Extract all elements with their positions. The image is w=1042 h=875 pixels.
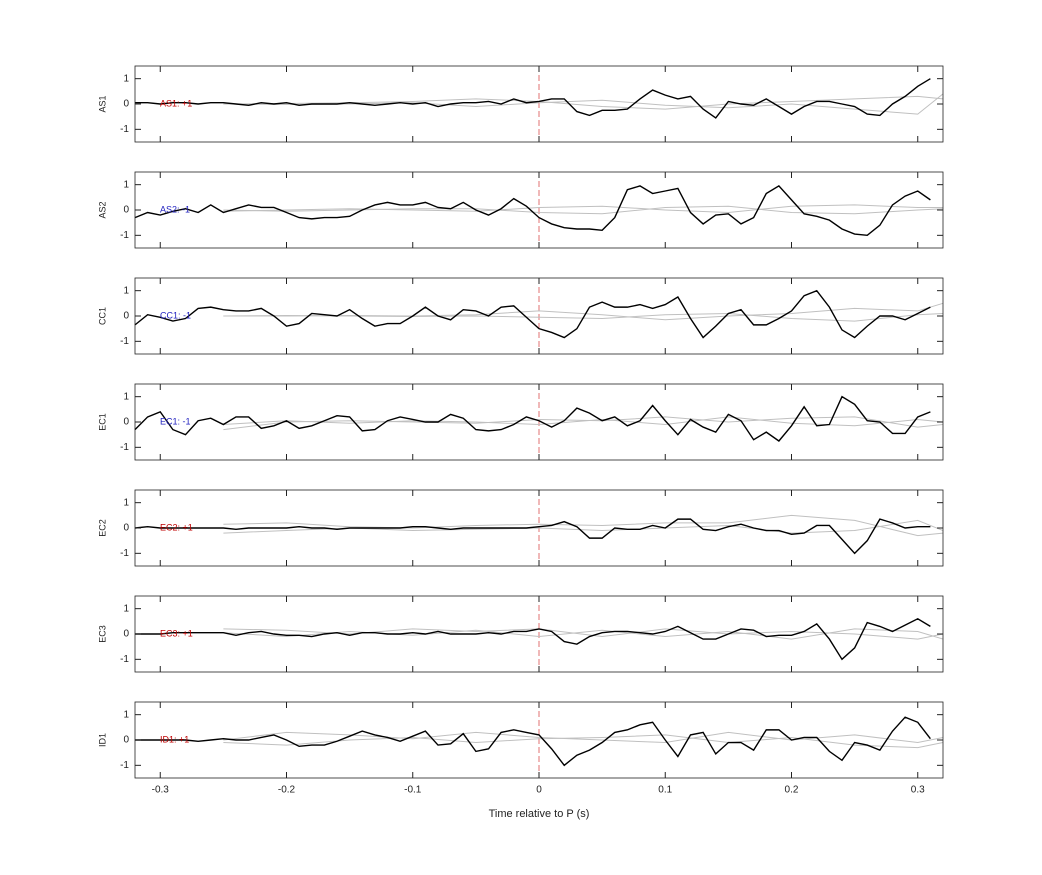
y-tick-label: 1 <box>123 709 129 720</box>
x-axis-label: Time relative to P (s) <box>489 808 590 820</box>
series-line <box>134 289 931 339</box>
series-line <box>223 312 944 322</box>
y-tick-label: 0 <box>123 417 129 428</box>
x-tick-label: -0.2 <box>278 785 296 796</box>
y-tick-label: 1 <box>123 497 129 508</box>
x-tick-label: -0.1 <box>404 785 422 796</box>
series-line <box>134 395 931 442</box>
y-tick-label: 0 <box>123 735 129 746</box>
y-tick-label: -1 <box>120 230 129 241</box>
x-tick-label: 0.2 <box>785 785 799 796</box>
y-tick-label: -1 <box>120 442 129 453</box>
y-tick-label: -1 <box>120 124 129 135</box>
series-line <box>223 628 944 640</box>
series-line <box>223 302 944 321</box>
y-tick-label: 1 <box>123 391 129 402</box>
annotation: ID1: +1 <box>160 734 189 744</box>
y-axis-label: AS1 <box>97 95 107 112</box>
series-line <box>223 514 944 537</box>
annotation: EC1: -1 <box>160 416 191 426</box>
series-line <box>135 618 931 661</box>
series-line <box>135 716 931 767</box>
y-axis-label: AS2 <box>97 201 107 218</box>
annotation: AS2: -1 <box>160 204 190 214</box>
y-axis-label: ID1 <box>97 733 107 747</box>
y-tick-label: 0 <box>123 311 129 322</box>
annotation: EC3: +1 <box>160 628 193 638</box>
series-line <box>134 518 931 555</box>
x-tick-label: 0.1 <box>658 785 672 796</box>
y-tick-label: 0 <box>123 205 129 216</box>
y-tick-label: 1 <box>123 285 129 296</box>
annotation: EC2: +1 <box>160 522 193 532</box>
series-line <box>134 185 931 237</box>
series-line <box>223 205 944 215</box>
y-tick-label: 0 <box>123 629 129 640</box>
y-tick-label: -1 <box>120 336 129 347</box>
x-tick-label: -0.3 <box>152 785 170 796</box>
y-tick-label: -1 <box>120 654 129 665</box>
y-axis-label: EC2 <box>97 519 107 537</box>
series-line <box>223 204 943 214</box>
y-axis-label: EC3 <box>97 625 107 643</box>
y-tick-label: -1 <box>120 548 129 559</box>
y-tick-label: 1 <box>123 73 129 84</box>
y-tick-label: 0 <box>123 523 129 534</box>
series-line <box>223 416 944 427</box>
y-tick-label: 0 <box>123 99 129 110</box>
y-axis-label: EC1 <box>97 413 107 431</box>
series-line <box>223 734 944 749</box>
series-line <box>223 628 944 640</box>
series-line <box>223 731 944 744</box>
y-axis-label: CC1 <box>97 307 107 325</box>
annotation: AS1: +1 <box>160 98 192 108</box>
annotation: CC1: -1 <box>160 310 191 320</box>
y-tick-label: 1 <box>123 603 129 614</box>
y-tick-label: -1 <box>120 760 129 771</box>
series-line <box>223 93 944 115</box>
y-tick-label: 1 <box>123 179 129 190</box>
x-tick-label: 0 <box>536 785 542 796</box>
series-line <box>135 78 931 119</box>
x-tick-label: 0.3 <box>911 785 925 796</box>
